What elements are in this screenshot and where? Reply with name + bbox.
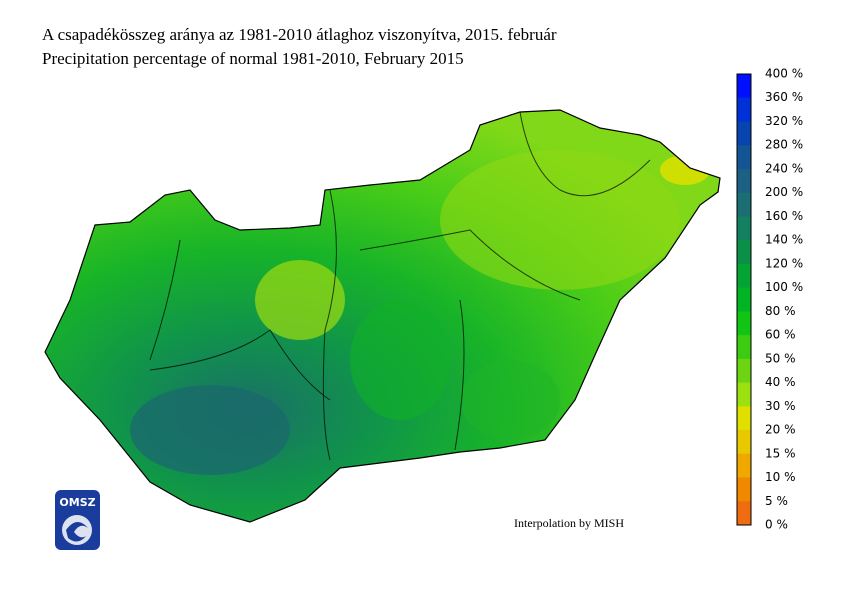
border (44, 109, 721, 523)
legend-label: 10 % (765, 470, 796, 484)
legend-label: 200 % (765, 185, 803, 199)
legend-label: 400 % (765, 67, 803, 81)
legend-swatch (737, 168, 751, 194)
credit: Interpolation by MISH (514, 516, 624, 530)
legend-frame (736, 73, 752, 526)
legend-label: 140 % (765, 233, 803, 247)
legend-label: 40 % (765, 375, 796, 389)
legend-swatch (737, 501, 751, 526)
legend-swatch (737, 311, 751, 336)
legend-label: 50 % (765, 351, 796, 365)
legend-swatch (737, 121, 751, 146)
legend-swatch (737, 453, 751, 479)
legend-swatch (737, 216, 751, 241)
map (45, 110, 720, 522)
legend-swatch (737, 358, 751, 384)
legend-swatch (737, 97, 751, 122)
legend-label: 160 % (765, 209, 803, 223)
legend-swatch (737, 477, 751, 502)
legend: 400 % 360 % 320 % 280 % 240 % 200 % 160 % 140 %… (736, 67, 803, 532)
legend-swatch (737, 74, 751, 99)
legend-label: 5 % (765, 494, 788, 508)
legend-swatch (737, 335, 751, 360)
title-hu: A csapadékösszeg aránya az 1981-2010 átl… (42, 25, 557, 44)
legend-label: 60 % (765, 328, 796, 342)
legend-label: 280 % (765, 138, 803, 152)
legend-swatch (737, 192, 751, 217)
legend-label: 0 % (765, 518, 788, 532)
legend-swatch (737, 406, 751, 431)
legend-swatch (737, 430, 751, 455)
legend-swatch (737, 263, 751, 289)
logo-text: OMSZ (59, 496, 95, 509)
legend-swatch (737, 382, 751, 407)
legend-label: 15 % (765, 446, 796, 460)
legend-label: 240 % (765, 161, 803, 175)
legend-swatch (737, 240, 751, 265)
legend-label: 320 % (765, 114, 803, 128)
logo: OMSZ (55, 490, 100, 550)
legend-label: 30 % (765, 399, 796, 413)
title-en: Precipitation percentage of normal 1981-… (42, 49, 464, 68)
legend-label: 100 % (765, 280, 803, 294)
legend-swatch (737, 145, 751, 170)
legend-swatch (737, 287, 751, 312)
legend-label: 120 % (765, 256, 803, 270)
legend-label: 360 % (765, 90, 803, 104)
legend-label: 20 % (765, 423, 796, 437)
legend-label: 80 % (765, 304, 796, 318)
